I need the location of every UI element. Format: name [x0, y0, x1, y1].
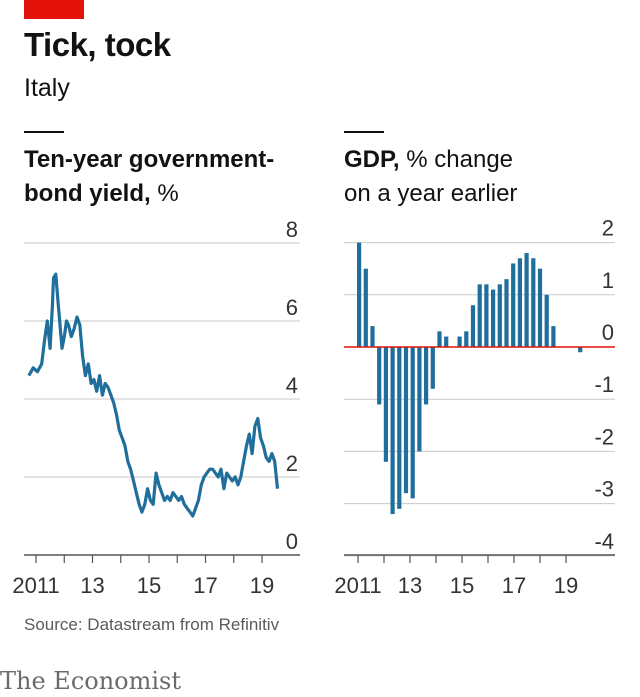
right-panel-title-rest: % change — [406, 146, 514, 173]
gdp-bar — [410, 347, 415, 499]
right-x-tick-label: 13 — [398, 573, 422, 598]
left-x-tick-label: 2011 — [12, 573, 59, 598]
right-panel-title-bold: GDP, — [344, 146, 400, 173]
left-x-tick-label: 15 — [137, 573, 161, 598]
left-panel-title: Ten-year government- bond yield, % — [24, 143, 274, 211]
gdp-bar — [551, 326, 556, 347]
brand-wordmark: The Economist — [0, 667, 182, 695]
left-y-tick-label: 4 — [286, 373, 298, 398]
gdp-bar — [403, 347, 409, 494]
right-panel-rule — [344, 131, 384, 133]
left-y-tick-label: 0 — [286, 529, 298, 554]
gdp-bar — [357, 242, 362, 347]
gdp-bar — [397, 347, 402, 509]
gdp-bar — [491, 289, 496, 347]
gdp-bar — [464, 331, 469, 347]
gdp-bar — [477, 284, 482, 347]
gdp-bar — [531, 258, 536, 347]
left-y-tick-label: 2 — [286, 451, 298, 476]
chart-title: Tick, tock — [24, 26, 171, 63]
gdp-bar — [363, 268, 368, 347]
gdp-bar — [457, 336, 462, 347]
gdp-bar — [537, 268, 543, 347]
gdp-bar — [524, 253, 529, 347]
gdp-bar — [390, 347, 395, 515]
right-y-tick-label: -3 — [594, 477, 614, 502]
right-x-tick-label: 17 — [502, 573, 526, 598]
right-panel-title: GDP, % change on a year earlier — [344, 143, 517, 211]
left-x-tick-label: 17 — [193, 573, 217, 598]
gdp-bar — [444, 336, 449, 347]
gdp-bar — [377, 347, 382, 405]
left-panel-rule — [24, 131, 64, 133]
gdp-bar — [517, 258, 522, 347]
gdp-bar — [417, 347, 422, 452]
right-y-tick-label: -1 — [594, 372, 614, 397]
gdp-bar — [430, 347, 435, 389]
gdp-bar — [424, 347, 429, 405]
left-panel-title-unit: % — [157, 180, 179, 207]
left-x-tick-label: 13 — [80, 573, 104, 598]
yield-series-line — [27, 272, 280, 518]
right-y-tick-label: 0 — [602, 320, 614, 345]
gdp-bar — [511, 263, 516, 347]
left-panel-title-line2: bond yield, — [24, 180, 151, 207]
right-x-tick-label: 19 — [554, 573, 578, 598]
right-x-tick-label: 2011 — [334, 573, 381, 598]
gdp-bar — [578, 347, 583, 353]
gdp-bar — [504, 279, 509, 347]
left-x-tick-label: 19 — [250, 573, 274, 598]
gdp-bar — [544, 294, 549, 347]
gdp-bar — [484, 284, 489, 347]
gdp-bar — [470, 305, 476, 347]
right-y-tick-label: -2 — [594, 424, 614, 449]
gdp-bar — [383, 347, 388, 462]
right-y-tick-label: 1 — [602, 268, 614, 293]
gdp-bar — [370, 326, 375, 347]
left-y-tick-label: 6 — [286, 295, 298, 320]
chart-subtitle: Italy — [24, 74, 70, 102]
gdp-bar — [497, 284, 502, 347]
right-x-tick-label: 15 — [450, 573, 474, 598]
right-y-tick-label: -4 — [594, 529, 614, 554]
source-note: Source: Datastream from Refinitiv — [24, 615, 280, 634]
left-y-tick-label: 8 — [286, 217, 298, 242]
right-y-tick-label: 2 — [602, 216, 614, 241]
right-panel-title-line2: on a year earlier — [344, 180, 518, 207]
left-panel-title-line1: Ten-year government- — [24, 146, 275, 173]
gdp-bar — [437, 331, 442, 347]
brand-accent-bar — [24, 0, 84, 19]
